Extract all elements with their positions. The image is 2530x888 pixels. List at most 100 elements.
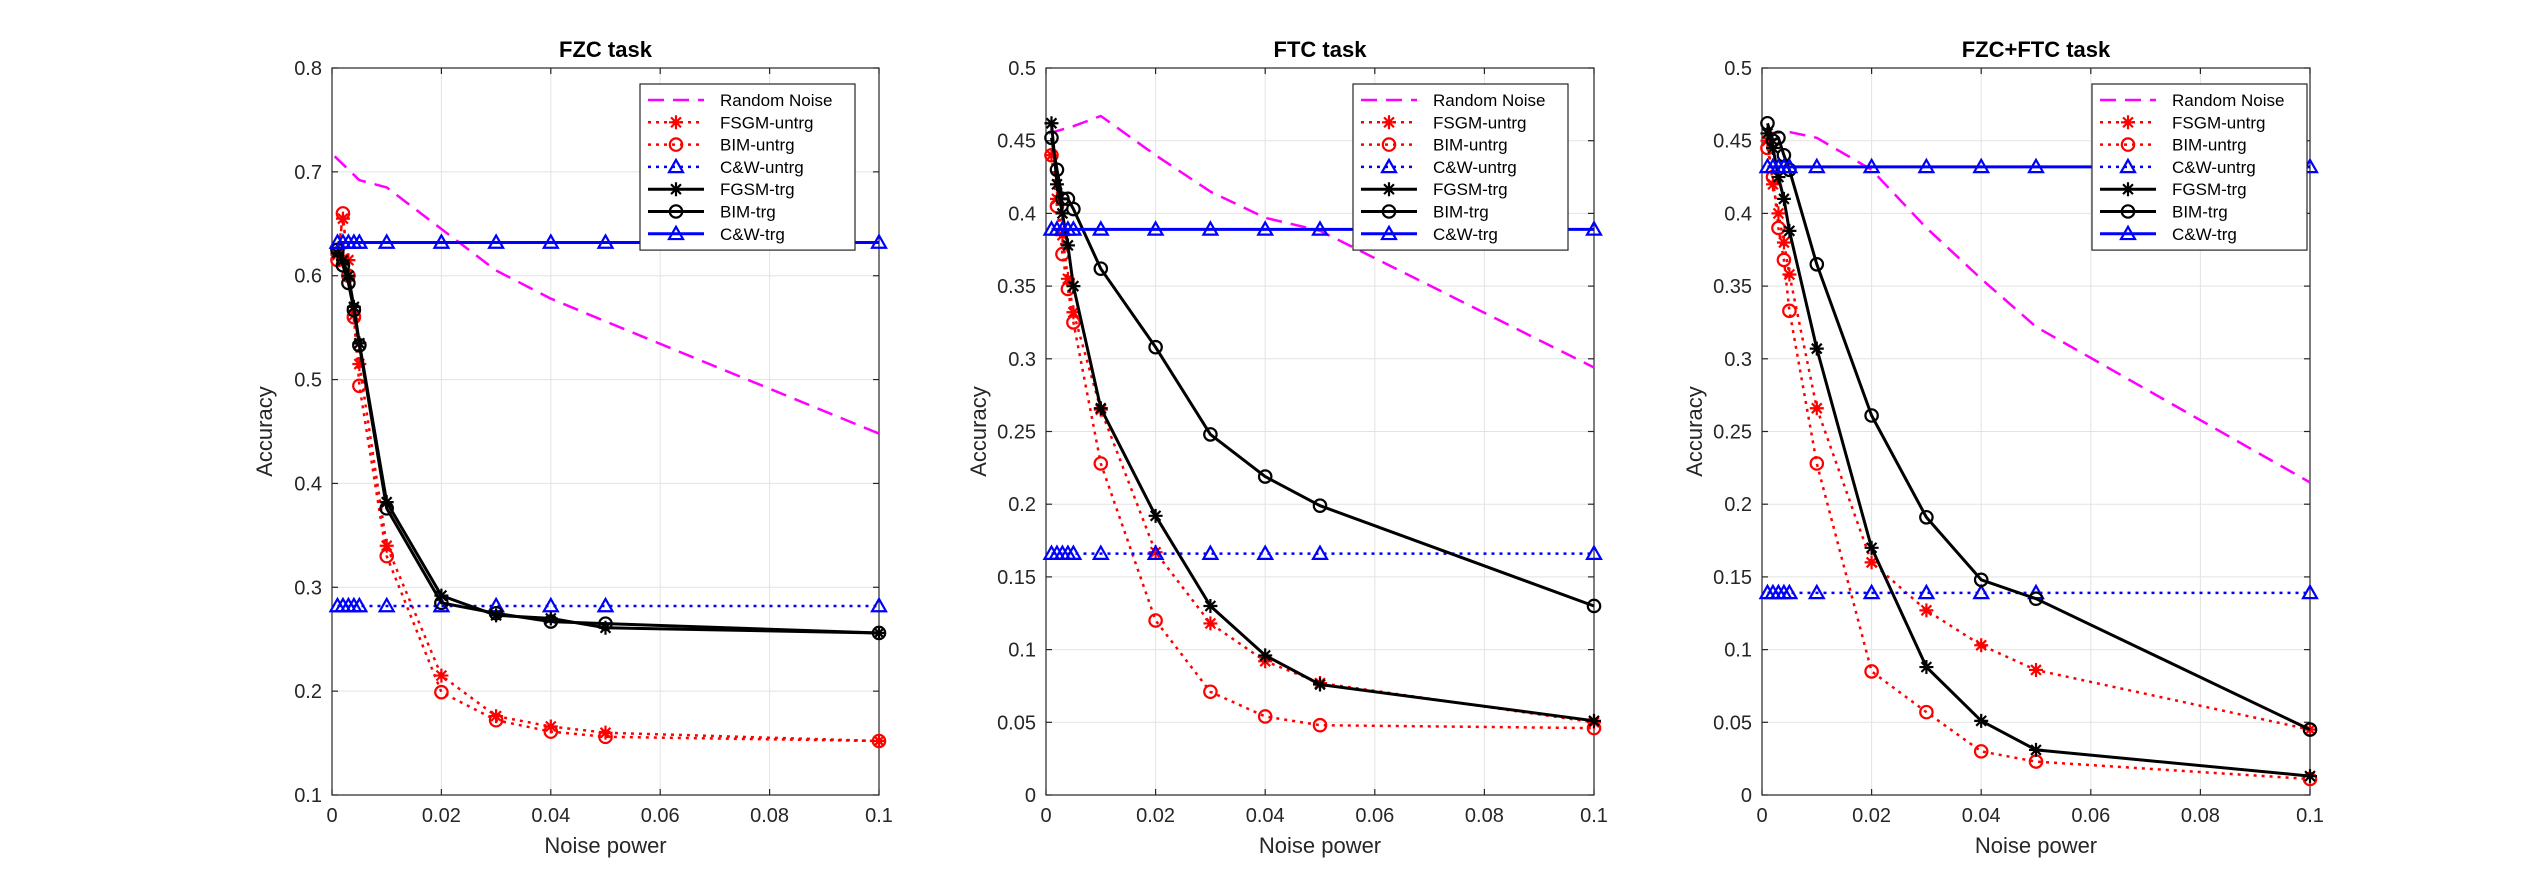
y-axis-label: Accuracy xyxy=(1682,386,1707,476)
data-point xyxy=(870,233,888,249)
data-point xyxy=(1257,709,1273,724)
data-point xyxy=(1807,583,1826,600)
data-point xyxy=(434,595,449,611)
legend-label: C&W-untrg xyxy=(2172,158,2256,177)
data-point xyxy=(352,356,367,371)
series-line xyxy=(336,212,880,743)
data-point xyxy=(1146,544,1165,560)
data-point xyxy=(541,596,560,613)
legend-marker xyxy=(2121,182,2135,197)
y-tick-label: 0.05 xyxy=(997,712,1036,734)
y-axis-label: Accuracy xyxy=(252,386,277,476)
legend-label: BIM-trg xyxy=(2172,203,2228,222)
data-point xyxy=(1066,305,1081,320)
series-candw-untrg xyxy=(1758,583,2319,600)
y-axis-label: Accuracy xyxy=(966,386,991,476)
y-tick-label: 0.5 xyxy=(1724,58,1752,80)
legend-label: FSGM-untrg xyxy=(1433,113,1527,132)
data-point xyxy=(1771,206,1786,221)
y-tick-label: 0.3 xyxy=(294,577,322,599)
y-tick-label: 0.2 xyxy=(294,681,322,703)
x-tick-label: 0 xyxy=(1040,805,1051,827)
data-point xyxy=(341,275,356,291)
data-point xyxy=(1587,713,1601,728)
y-tick-label: 0.1 xyxy=(1724,640,1752,662)
data-point xyxy=(1093,401,1108,416)
series-random-noise xyxy=(1048,114,1595,369)
data-point xyxy=(1091,220,1110,236)
legend-label: FSGM-untrg xyxy=(720,113,814,132)
x-tick-label: 0.02 xyxy=(1852,805,1891,827)
chart-ftc-task: 0 0.02 0.04 0.06 0.08 0.1 0 0.05 0.1 0.15 0.2 0.25 0… xyxy=(966,37,1608,858)
legend-label: C&W-trg xyxy=(1433,225,1498,244)
legend-box xyxy=(1352,83,1569,251)
legend-marker xyxy=(2121,115,2135,130)
data-point xyxy=(1780,583,1799,600)
data-point xyxy=(1862,157,1881,174)
series-random-noise xyxy=(333,155,880,435)
y-tick-label: 0.4 xyxy=(294,473,322,495)
y-tick-label: 0.3 xyxy=(1008,349,1036,371)
data-point xyxy=(1919,660,1934,675)
data-point xyxy=(1585,220,1603,236)
y-tick-label: 0.5 xyxy=(294,370,322,392)
data-point xyxy=(346,302,362,318)
data-point xyxy=(1919,509,1934,525)
data-point xyxy=(598,620,613,635)
x-tick-label: 0.04 xyxy=(531,805,570,827)
series-line xyxy=(1050,137,1595,608)
series-candw-trg xyxy=(1758,157,2319,174)
y-tick-label: 0.35 xyxy=(1713,276,1752,298)
data-point xyxy=(1776,235,1791,250)
axes-box xyxy=(331,67,880,796)
y-tick-label: 0.5 xyxy=(1008,58,1036,80)
data-point xyxy=(1919,704,1934,720)
y-tick-label: 0.15 xyxy=(997,567,1036,589)
data-point xyxy=(1203,684,1218,700)
data-point xyxy=(1312,498,1328,513)
y-tick-label: 0.4 xyxy=(1724,203,1752,225)
legend-label: FGSM-trg xyxy=(1433,180,1508,199)
legend-label: BIM-untrg xyxy=(720,136,795,155)
data-point xyxy=(1055,206,1070,221)
data-point xyxy=(1771,170,1786,185)
data-point xyxy=(1760,126,1775,141)
legend-box xyxy=(2091,83,2308,251)
data-point xyxy=(2027,157,2045,174)
legend-marker xyxy=(2119,224,2137,241)
data-point xyxy=(1809,256,1825,272)
legend-label: BIM-untrg xyxy=(2172,136,2247,155)
series-random-noise xyxy=(1764,130,2311,484)
data-point xyxy=(1201,220,1220,236)
x-tick-label: 0.06 xyxy=(1355,805,1394,827)
legend-marker xyxy=(669,115,683,130)
data-point xyxy=(1313,677,1327,692)
data-point xyxy=(1060,271,1075,286)
data-point xyxy=(1972,583,1991,600)
legend-label: FSGM-untrg xyxy=(2172,113,2266,132)
data-point xyxy=(1917,157,1936,174)
legend-marker xyxy=(668,137,684,152)
data-point xyxy=(598,616,613,631)
legend-label: Random Noise xyxy=(1433,91,1545,110)
data-point xyxy=(1064,544,1083,560)
series-bim-trg xyxy=(1760,115,2318,737)
data-point xyxy=(379,548,394,564)
series-line xyxy=(1050,155,1595,730)
data-point xyxy=(1258,648,1273,663)
legend-label: Random Noise xyxy=(720,91,832,110)
x-tick-label: 0.02 xyxy=(422,805,461,827)
y-tick-label: 0.35 xyxy=(997,276,1036,298)
data-point xyxy=(543,724,559,739)
data-point xyxy=(1760,115,1775,131)
data-point xyxy=(1256,544,1275,560)
y-tick-label: 0.1 xyxy=(1008,640,1036,662)
legend-label: BIM-trg xyxy=(1433,203,1489,222)
x-axis-label: Noise power xyxy=(544,833,666,858)
data-point xyxy=(1312,717,1328,733)
data-point xyxy=(434,668,449,683)
data-point xyxy=(1974,638,1989,653)
legend-marker xyxy=(669,182,683,197)
data-point xyxy=(352,337,367,353)
data-point xyxy=(1203,427,1218,442)
